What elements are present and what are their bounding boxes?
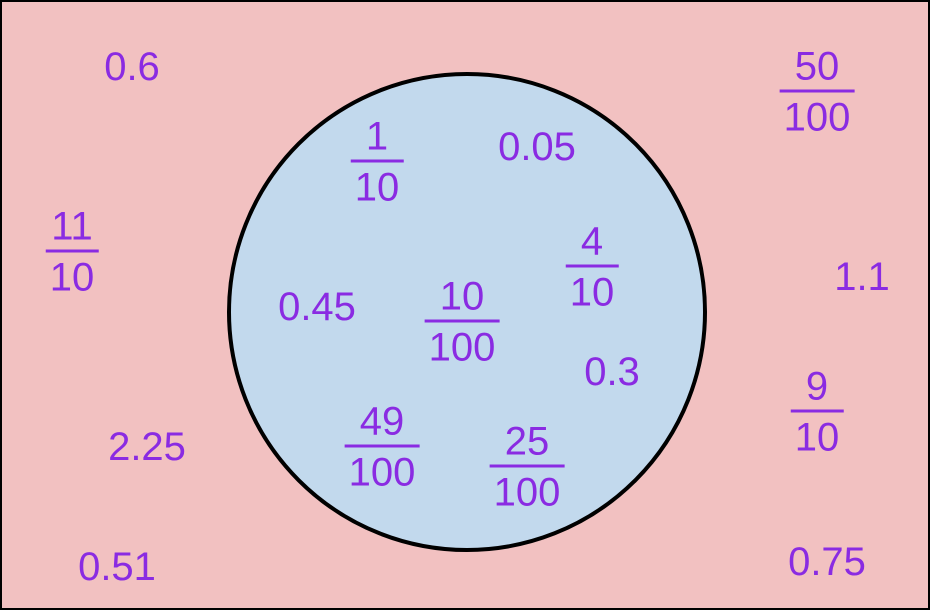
value-outer-9-10: 910 [791,366,844,459]
value-outer-2-25: 2.25 [108,427,186,467]
fraction-denominator: 100 [425,323,500,369]
fraction: 410 [566,221,619,314]
fraction: 110 [351,116,404,209]
fraction-denominator: 10 [351,163,404,209]
fraction-denominator: 10 [566,268,619,314]
fraction: 50100 [780,46,855,139]
decimal-value: 0.6 [104,45,160,89]
value-inner-0-05: 0.05 [498,127,576,167]
decimal-value: 0.75 [788,540,866,584]
value-inner-49-100: 49100 [345,401,420,494]
fraction-denominator: 10 [46,253,99,299]
fraction-denominator: 100 [780,93,855,139]
fraction-numerator: 50 [791,46,844,90]
decimal-value: 2.25 [108,425,186,469]
decimal-value: 1.1 [834,255,890,299]
value-outer-0-51: 0.51 [78,547,156,587]
value-outer-50-100: 50100 [780,46,855,139]
fraction-numerator: 11 [47,206,97,250]
decimal-value: 0.3 [584,350,640,394]
decimal-value: 0.05 [498,125,576,169]
value-inner-0-3: 0.3 [584,352,640,392]
value-inner-10-100: 10100 [425,276,500,369]
value-outer-0-75: 0.75 [788,542,866,582]
value-inner-4-10: 410 [566,221,619,314]
value-outer-1-1: 1.1 [834,257,890,297]
fraction-denominator: 10 [791,413,844,459]
fraction: 25100 [490,421,565,514]
value-inner-25-100: 25100 [490,421,565,514]
diagram-canvas: 0.65010011101.12.259100.510.751100.05410… [0,0,930,610]
fraction-numerator: 1 [362,116,392,160]
decimal-value: 0.45 [278,285,356,329]
fraction: 1110 [46,206,99,299]
fraction: 910 [791,366,844,459]
value-outer-0-6: 0.6 [104,47,160,87]
decimal-value: 0.51 [78,545,156,589]
fraction-numerator: 49 [356,401,409,445]
fraction-numerator: 4 [577,221,607,265]
fraction: 10100 [425,276,500,369]
fraction-numerator: 10 [436,276,489,320]
fraction: 49100 [345,401,420,494]
value-inner-0-45: 0.45 [278,287,356,327]
fraction-numerator: 25 [501,421,554,465]
value-outer-11-10: 1110 [46,206,99,299]
fraction-denominator: 100 [490,468,565,514]
value-inner-1-10: 110 [351,116,404,209]
fraction-denominator: 100 [345,448,420,494]
fraction-numerator: 9 [802,366,832,410]
